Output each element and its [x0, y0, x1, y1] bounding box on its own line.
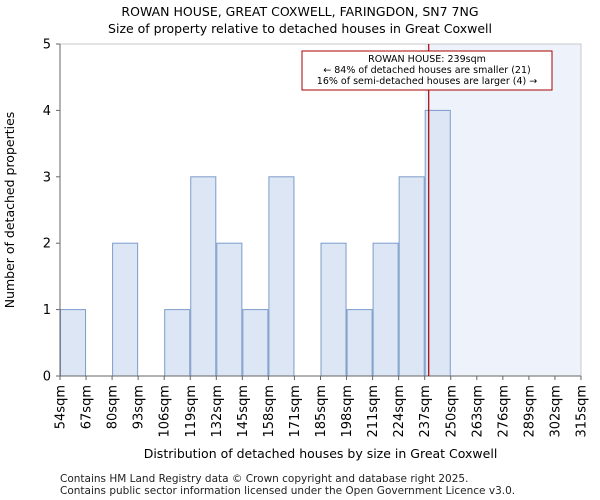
x-tick-label: 106sqm — [158, 385, 173, 438]
y-tick-label: 3 — [43, 170, 51, 185]
annotation-line: 16% of semi-detached houses are larger (… — [317, 76, 537, 87]
footer-copyright: Contains HM Land Registry data © Crown c… — [60, 473, 469, 485]
chart-title: ROWAN HOUSE, GREAT COXWELL, FARINGDON, S… — [121, 4, 479, 19]
x-tick-label: 302sqm — [548, 385, 563, 438]
x-axis-label: Distribution of detached houses by size … — [144, 446, 498, 461]
x-tick-label: 67sqm — [80, 385, 95, 429]
bar-119sqm — [190, 176, 217, 377]
bar-80sqm — [112, 242, 139, 377]
x-tick-label: 289sqm — [522, 385, 537, 438]
bar-237sqm — [424, 109, 451, 377]
bar-185sqm — [320, 242, 347, 377]
bar-106sqm — [164, 309, 191, 377]
bar-145sqm — [242, 309, 269, 377]
bar-198sqm — [346, 309, 373, 377]
y-axis-label: Number of detached properties — [2, 112, 17, 309]
y-tick-label: 2 — [43, 237, 51, 252]
y-tick-label: 5 — [43, 38, 51, 53]
bar-211sqm — [372, 242, 399, 377]
x-tick-label: 158sqm — [262, 385, 277, 438]
y-tick-label: 1 — [43, 303, 51, 318]
chart-subtitle: Size of property relative to detached ho… — [108, 21, 492, 36]
x-tick-label: 276sqm — [496, 385, 511, 438]
x-tick-label: 93sqm — [132, 385, 147, 429]
bar-158sqm — [268, 176, 295, 377]
x-tick-label: 145sqm — [236, 385, 251, 438]
x-tick-label: 250sqm — [444, 385, 459, 438]
x-tick-label: 119sqm — [184, 385, 199, 438]
x-tick-label: 237sqm — [418, 385, 433, 438]
annotation-line: ← 84% of detached houses are smaller (21… — [323, 65, 530, 76]
annotation-box — [301, 50, 553, 91]
footer-licence: Contains public sector information licen… — [60, 485, 516, 497]
x-tick-label: 211sqm — [366, 385, 381, 438]
x-tick-label: 171sqm — [288, 385, 303, 438]
y-tick-label: 0 — [43, 370, 51, 385]
bar-224sqm — [398, 176, 425, 377]
x-tick-label: 185sqm — [314, 385, 329, 438]
x-tick-label: 263sqm — [470, 385, 485, 438]
x-tick-label: 224sqm — [392, 385, 407, 438]
x-tick-label: 198sqm — [340, 385, 355, 438]
y-tick-label: 4 — [43, 104, 51, 119]
bar-132sqm — [216, 242, 243, 377]
x-tick-label: 132sqm — [210, 385, 225, 438]
x-tick-label: 54sqm — [54, 385, 69, 429]
annotation-line: ROWAN HOUSE: 239sqm — [368, 54, 486, 65]
bar-54sqm — [60, 309, 87, 377]
x-tick-label: 315sqm — [575, 385, 590, 438]
x-tick-label: 80sqm — [106, 385, 121, 429]
